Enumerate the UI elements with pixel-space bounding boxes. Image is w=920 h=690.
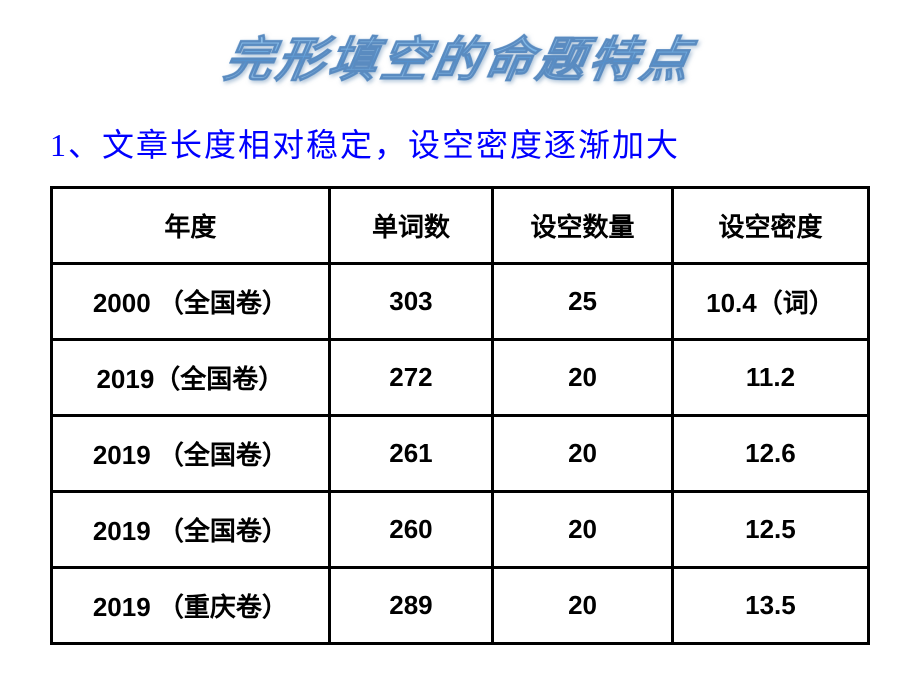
cell-blanks: 20 [493, 568, 673, 644]
cell-density: 13.5 [672, 568, 868, 644]
cell-words: 289 [329, 568, 492, 644]
header-blanks: 设空数量 [493, 188, 673, 264]
table-row: 2019 （重庆卷） 289 20 13.5 [52, 568, 869, 644]
cell-blanks: 20 [493, 492, 673, 568]
cell-density: 11.2 [672, 340, 868, 416]
cell-year: 2000 （全国卷） [52, 264, 330, 340]
page-title: 完形填空的命题特点 [0, 20, 920, 90]
cell-density: 10.4（词） [672, 264, 868, 340]
table-row: 2019 （全国卷） 260 20 12.5 [52, 492, 869, 568]
cell-blanks: 20 [493, 416, 673, 492]
data-table: 年度 单词数 设空数量 设空密度 2000 （全国卷） 303 25 10.4（… [50, 186, 870, 645]
cell-density: 12.5 [672, 492, 868, 568]
cell-year: 2019 （全国卷） [52, 492, 330, 568]
cell-blanks: 20 [493, 340, 673, 416]
cell-words: 272 [329, 340, 492, 416]
cell-density: 12.6 [672, 416, 868, 492]
cell-year: 2019（全国卷） [52, 340, 330, 416]
cell-year: 2019 （全国卷） [52, 416, 330, 492]
table-container: 年度 单词数 设空数量 设空密度 2000 （全国卷） 303 25 10.4（… [0, 186, 920, 645]
table-row: 2019（全国卷） 272 20 11.2 [52, 340, 869, 416]
table-row: 2019 （全国卷） 261 20 12.6 [52, 416, 869, 492]
cell-words: 303 [329, 264, 492, 340]
subtitle-text: 1、文章长度相对稳定，设空密度逐渐加大 [0, 120, 920, 166]
cell-words: 261 [329, 416, 492, 492]
slide-container: 完形填空的命题特点 1、文章长度相对稳定，设空密度逐渐加大 年度 单词数 设空数… [0, 0, 920, 690]
header-words: 单词数 [329, 188, 492, 264]
cell-words: 260 [329, 492, 492, 568]
header-density: 设空密度 [672, 188, 868, 264]
table-header-row: 年度 单词数 设空数量 设空密度 [52, 188, 869, 264]
cell-blanks: 25 [493, 264, 673, 340]
header-year: 年度 [52, 188, 330, 264]
cell-year: 2019 （重庆卷） [52, 568, 330, 644]
table-row: 2000 （全国卷） 303 25 10.4（词） [52, 264, 869, 340]
